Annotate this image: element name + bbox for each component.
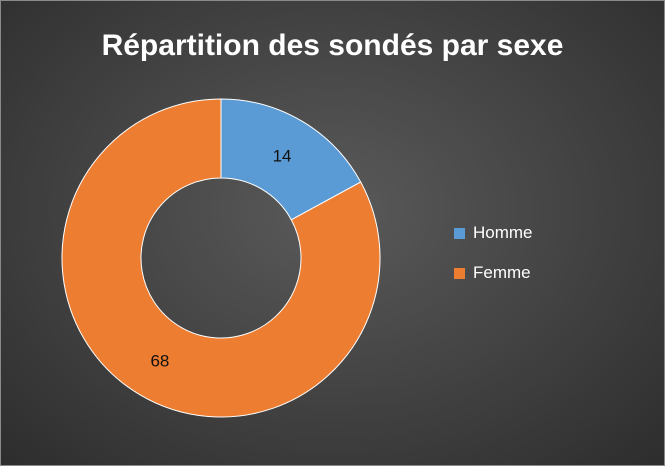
legend-item-homme[interactable]: Homme [454, 213, 533, 253]
legend-label-homme: Homme [473, 223, 533, 242]
donut-slice-femme[interactable] [61, 98, 381, 418]
legend: Homme Femme [454, 213, 533, 293]
legend-label-femme: Femme [473, 263, 531, 282]
data-label-femme: 68 [150, 352, 169, 371]
donut-slice-homme[interactable] [220, 98, 362, 221]
legend-swatch-homme [454, 227, 465, 239]
legend-swatch-femme [454, 267, 465, 279]
data-label-homme: 14 [273, 146, 292, 165]
donut-data-labels: 14 68 [150, 146, 291, 370]
chart-title: Répartition des sondés par sexe [101, 29, 564, 62]
legend-item-femme[interactable]: Femme [454, 253, 533, 293]
donut-slices [61, 98, 381, 418]
